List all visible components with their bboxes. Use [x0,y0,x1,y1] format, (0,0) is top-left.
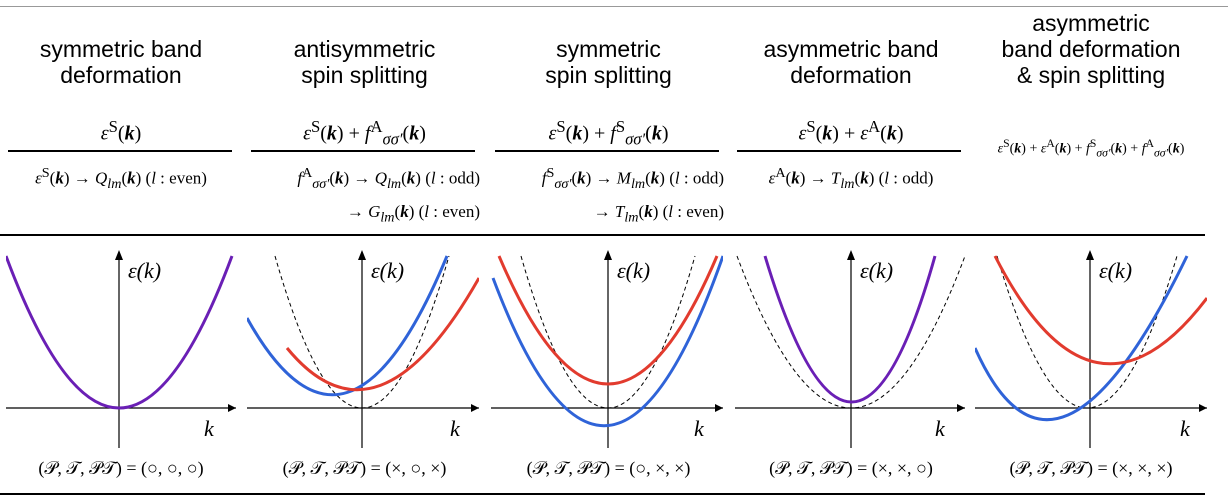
y-axis-arrow [1086,250,1094,260]
title-line: symmetric band [39,36,203,62]
multipole-decomposition: εA(k) → Tlm(k) (l : odd) [768,165,934,193]
x-axis-label: k [450,416,461,441]
title-line: asymmetric [1032,10,1150,36]
column-title: symmetric spin splitting [487,36,730,88]
column-symmetric-spin-splitting: symmetric spin splitting εS(k) + fSσσ′(k… [487,0,730,501]
dashed-reference-curve [274,255,450,409]
blue-spin-band-curve [975,255,1189,422]
energy-equation: εS(k) + εA(k) [798,117,904,145]
title-line: spin splitting [545,62,672,88]
y-axis-arrow [847,250,855,260]
x-axis-label: k [694,416,705,441]
dashed-reference-curve [736,255,965,409]
title-line: spin splitting [301,62,428,88]
red-spin-band-curve [993,255,1207,366]
purple-band-curve [6,255,234,410]
x-axis-arrow [715,404,723,412]
title-line: deformation [60,62,182,88]
title-line: asymmetric band [763,36,939,62]
column-asymmetric-deformation-and-spin-splitting: asymmetric band deformation & spin split… [971,0,1211,501]
blue-spin-band-curve [491,255,723,428]
multipole-decomposition: fSσσ′(k) → Mlm(k) (l : odd) → Tlm(k) (l … [541,165,724,226]
y-axis-arrow [358,250,366,260]
multipole-decomposition: fAσσ′(k) → Qlm(k) (l : odd) → Glm(k) (l … [297,165,480,226]
title-line: band deformation [1001,36,1181,62]
symmetry-label: (𝒫, 𝒯, 𝒫𝒯) = (×, ×, ○) [769,458,933,478]
red-spin-band-curve [285,277,479,392]
header-separator-rule [0,234,1205,236]
y-axis-label: ε(k) [860,258,893,283]
multipole-decomposition: εS(k) → Qlm(k) (l : even) [35,165,207,193]
red-spin-band-curve [497,255,719,386]
y-axis-arrow [115,250,123,260]
column-title: asymmetric band deformation [731,36,971,88]
y-axis-label: ε(k) [128,258,161,283]
column-title: symmetric band deformation [0,36,242,88]
column-asymmetric-band-deformation: asymmetric band deformation εS(k) + εA(k… [731,0,971,501]
energy-equation: εS(k) + fAσσ′(k) [303,117,426,149]
band-plot: ε(k) k [6,250,236,448]
band-plot: ε(k) k [247,250,479,448]
column-rule [495,150,719,152]
energy-equation: εS(k) [100,117,142,145]
y-axis-label: ε(k) [617,258,650,283]
column-title: antisymmetric spin splitting [243,36,486,88]
dashed-reference-curve [996,255,1178,409]
band-plot: ε(k) k [735,250,965,448]
x-axis-label: k [1180,416,1191,441]
y-axis-label: ε(k) [371,258,404,283]
x-axis-arrow [228,404,236,412]
band-plot: ε(k) k [491,250,723,448]
purple-band-curve [763,255,937,404]
y-axis-label: ε(k) [1099,258,1132,283]
column-symmetric-band-deformation: symmetric band deformation εS(k) εS(k) →… [0,0,242,501]
x-axis-label: k [204,416,215,441]
title-line: antisymmetric [293,36,436,62]
column-title: asymmetric band deformation & spin split… [971,10,1211,88]
bottom-rule [0,493,1205,495]
energy-equation: εS(k) + fSσσ′(k) [548,117,669,149]
dashed-reference-curve [520,255,696,409]
y-axis-arrow [604,250,612,260]
title-line: & spin splitting [1016,62,1166,88]
x-axis-arrow [957,404,965,412]
top-rule [0,6,1228,7]
symmetry-label: (𝒫, 𝒯, 𝒫𝒯) = (○, ×, ×) [526,458,691,478]
blue-spin-band-curve [247,255,449,397]
title-line: symmetric [556,36,661,62]
band-plot: ε(k) k [975,250,1207,448]
x-axis-arrow [1199,404,1207,412]
column-antisymmetric-spin-splitting: antisymmetric spin splitting εS(k) + fAσ… [243,0,486,501]
column-rule [737,150,961,152]
title-line: deformation [790,62,912,88]
x-axis-arrow [471,404,479,412]
symmetry-label: (𝒫, 𝒯, 𝒫𝒯) = (×, ○, ×) [282,458,447,478]
x-axis-label: k [935,416,946,441]
column-rule [251,150,475,152]
column-rule [8,150,232,152]
symmetry-label: (𝒫, 𝒯, 𝒫𝒯) = (×, ×, ×) [1009,458,1173,478]
symmetry-label: (𝒫, 𝒯, 𝒫𝒯) = (○, ○, ○) [38,458,204,478]
energy-equation: εS(k) + εA(k) + fSσσ′(k) + fAσσ′(k) [997,137,1185,160]
